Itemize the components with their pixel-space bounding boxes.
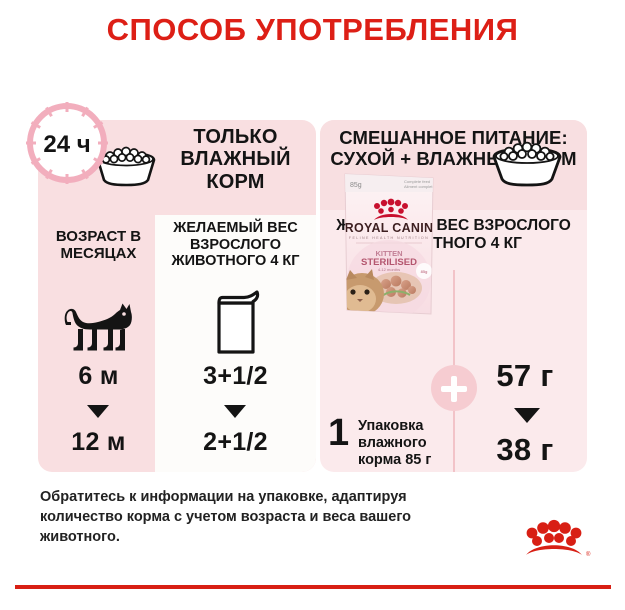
feeding-guide-cards: ТОЛЬКО ВЛАЖНЫЙ КОРМ ВОЗРАСТ В МЕСЯЦАХ bbox=[0, 120, 625, 475]
royal-canin-pouch-product-image: 85g Complete feed Aliment complet ROYAL … bbox=[344, 173, 434, 315]
svg-text:Complete feed: Complete feed bbox=[404, 179, 430, 184]
bowl-icon bbox=[96, 146, 156, 187]
svg-text:KITTEN: KITTEN bbox=[375, 249, 402, 258]
age-from-value: 6 м bbox=[78, 362, 119, 390]
svg-text:Aliment complet: Aliment complet bbox=[404, 184, 433, 189]
arrow-down-icon-age bbox=[87, 405, 109, 418]
card-mixed-feeding: СМЕШАННОЕ ПИТАНИЕ: СУХОЙ + ВЛАЖНЫЙ КОРМ … bbox=[320, 120, 587, 472]
pack-count: 1 bbox=[328, 412, 350, 454]
pouch-icon bbox=[217, 290, 260, 354]
age-column-label: ВОЗРАСТ В МЕСЯЦАХ bbox=[55, 228, 142, 263]
arrow-down-icon-wet bbox=[224, 405, 246, 418]
svg-text:ROYAL CANIN: ROYAL CANIN bbox=[345, 221, 434, 235]
svg-text:®: ® bbox=[586, 551, 591, 558]
svg-text:FELINE HEALTH NUTRITION: FELINE HEALTH NUTRITION bbox=[349, 236, 429, 240]
wet-to-value: 2+1/2 bbox=[203, 428, 268, 456]
svg-text:85g: 85g bbox=[350, 182, 362, 189]
wet-column-label: ЖЕЛАЕМЫЙ ВЕС ВЗРОСЛОГО ЖИВОТНОГО 4 КГ bbox=[171, 220, 300, 270]
dry-from-value: 57 г bbox=[496, 358, 554, 393]
card-wet-only: ТОЛЬКО ВЛАЖНЫЙ КОРМ ВОЗРАСТ В МЕСЯЦАХ bbox=[38, 120, 316, 472]
footer-note: Обратитесь к информации на упаковке, ада… bbox=[40, 489, 412, 545]
svg-text:85g: 85g bbox=[421, 269, 428, 274]
footer-red-bar bbox=[15, 585, 611, 589]
bowl-icon-dry bbox=[492, 141, 562, 187]
arrow-down-icon-dry bbox=[514, 408, 540, 423]
svg-text:4-12 months: 4-12 months bbox=[378, 267, 400, 272]
card-wet-only-heading: ТОЛЬКО ВЛАЖНЫЙ КОРМ bbox=[180, 126, 291, 193]
clock-icon: 24 ч bbox=[26, 102, 108, 184]
plus-icon bbox=[431, 365, 477, 411]
wet-from-value: 3+1/2 bbox=[203, 362, 268, 390]
dry-to-value: 38 г bbox=[496, 432, 554, 467]
cat-icon bbox=[64, 303, 132, 351]
clock-label: 24 ч bbox=[43, 131, 90, 158]
pack-caption-text: Упаковка влажного корма 85 г bbox=[358, 418, 432, 469]
page-title: СПОСОБ УПОТРЕБЛЕНИЯ bbox=[106, 12, 519, 47]
royal-canin-crown-logo: ® bbox=[526, 519, 591, 558]
svg-text:STERILISED: STERILISED bbox=[361, 257, 417, 268]
age-to-value: 12 м bbox=[71, 428, 126, 456]
pack-caption: 1 Упаковка влажного корма 85 г bbox=[326, 412, 452, 472]
